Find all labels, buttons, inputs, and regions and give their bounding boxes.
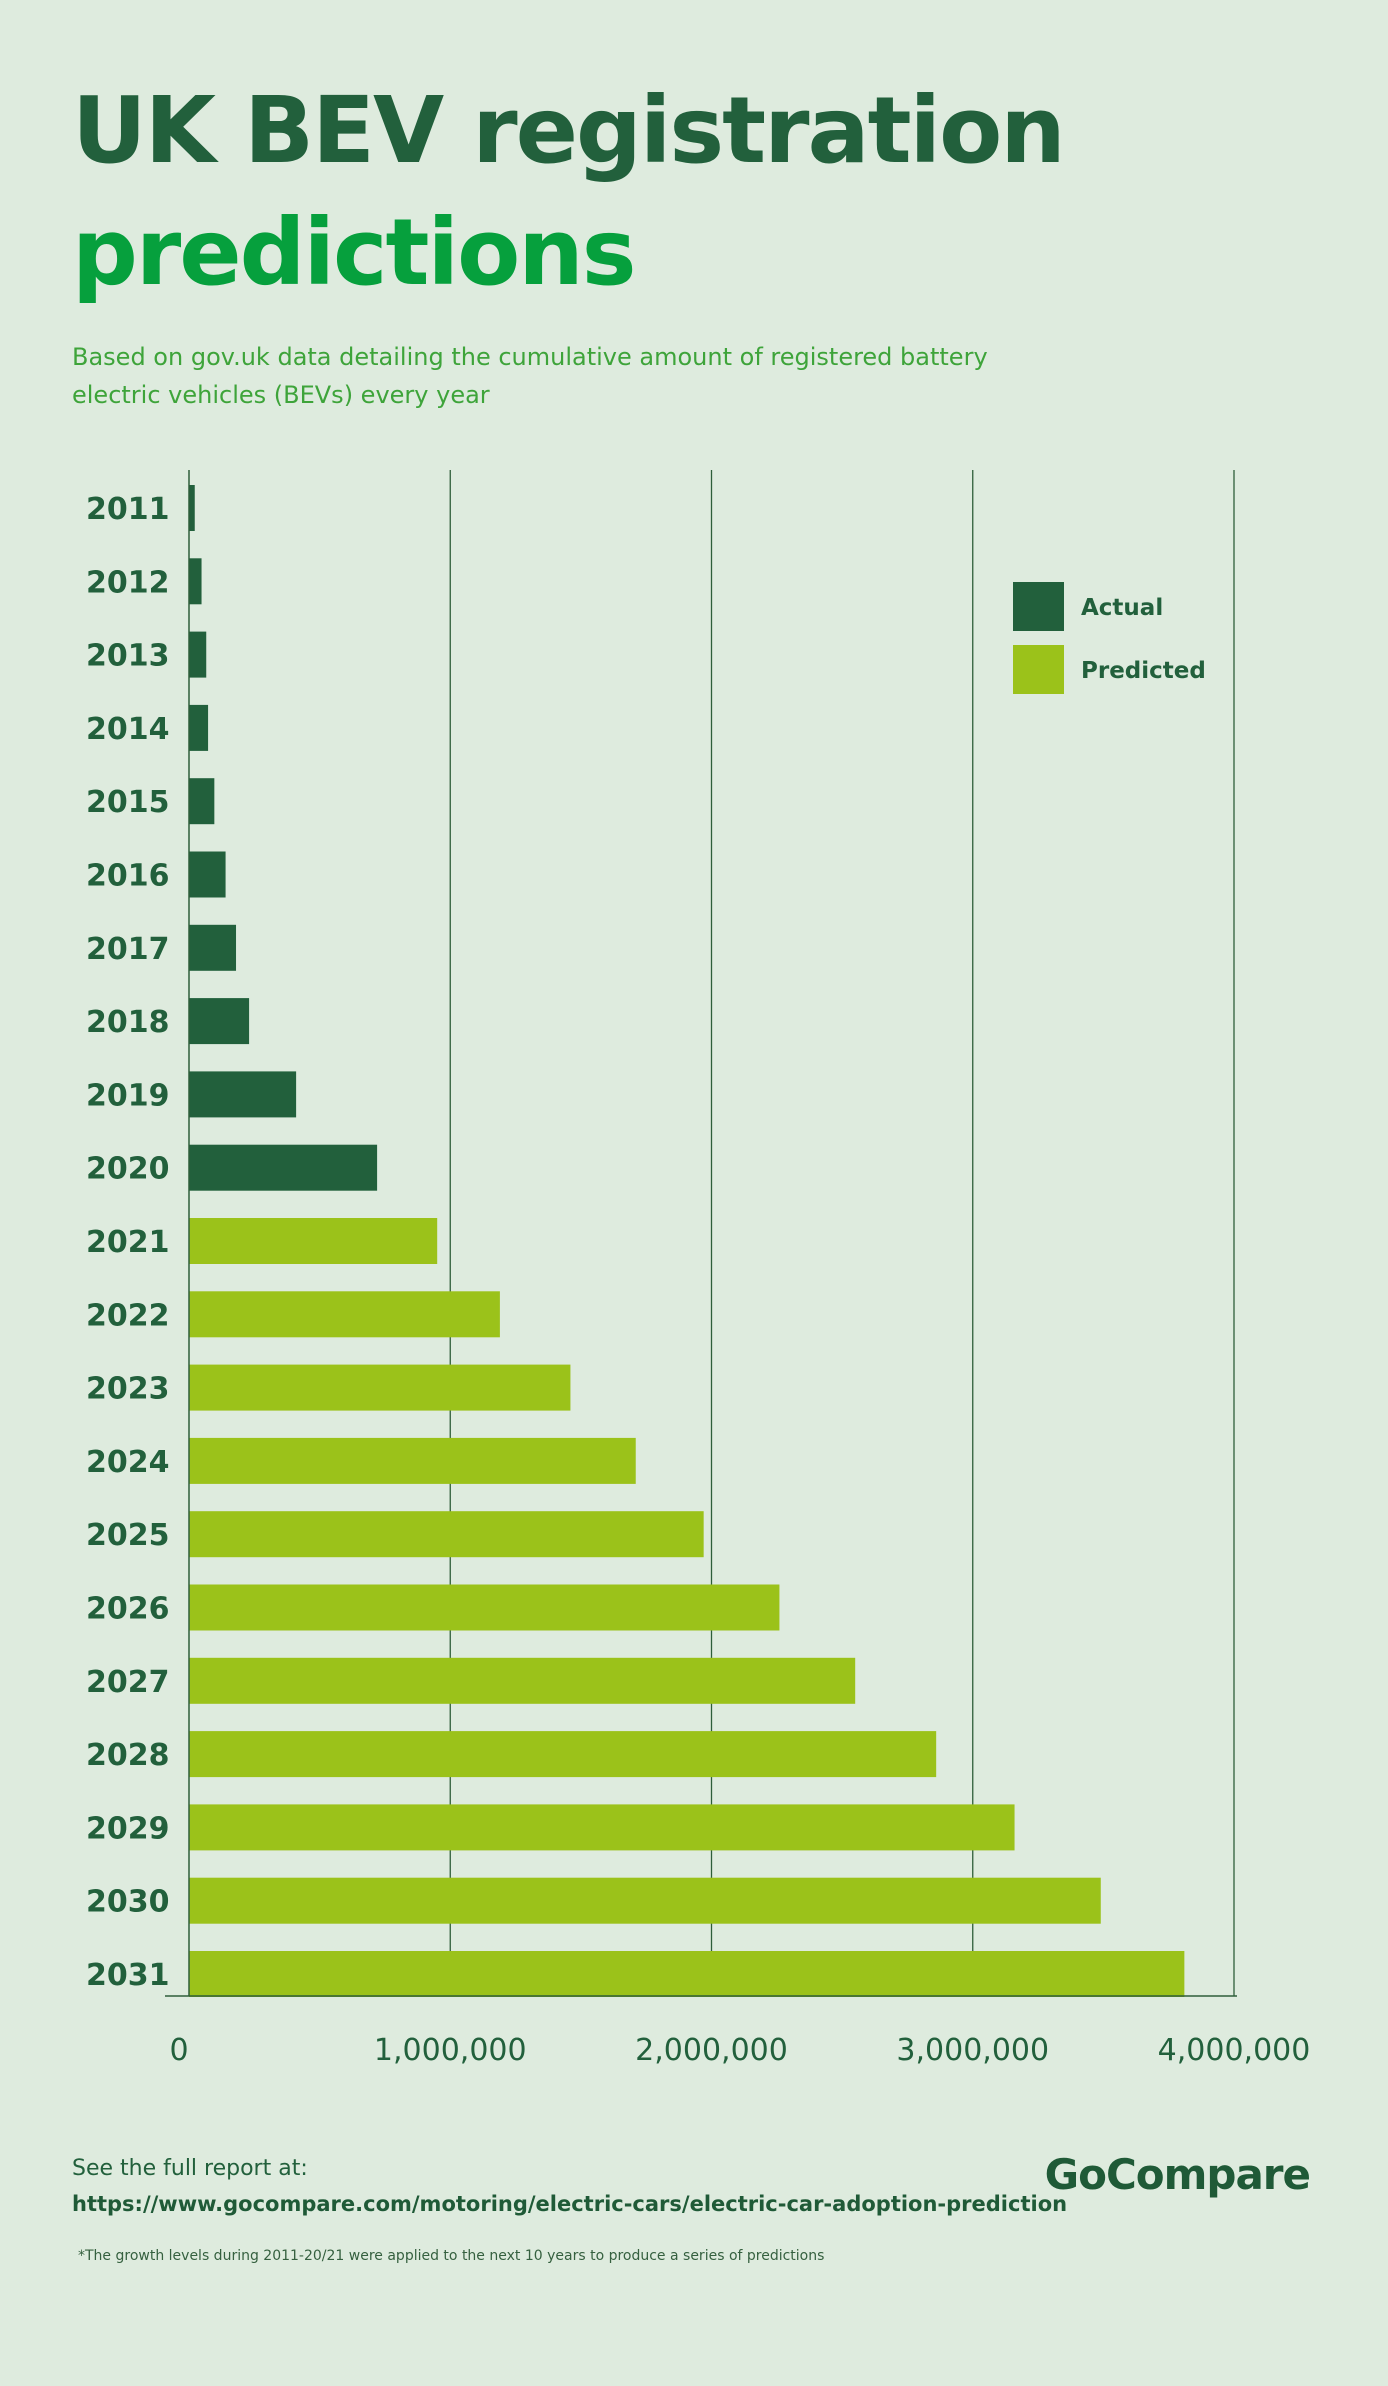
category-label: 2030 xyxy=(86,1885,170,1920)
bar-2018 xyxy=(189,998,250,1045)
category-label: 2014 xyxy=(86,712,170,747)
bar-2020 xyxy=(189,1144,378,1191)
bar-2016 xyxy=(189,851,226,898)
category-label: 2020 xyxy=(86,1152,170,1187)
bar-2022 xyxy=(189,1291,500,1338)
footnote: *The growth levels during 2011-20/21 wer… xyxy=(78,2248,825,2264)
bar-2027 xyxy=(189,1657,856,1704)
page-title: UK BEV registration predictions xyxy=(72,70,1066,314)
legend-swatch-predicted xyxy=(1013,645,1064,694)
x-tick-label: 2,000,000 xyxy=(635,2033,788,2068)
category-label: 2029 xyxy=(86,1811,170,1846)
category-label: 2025 xyxy=(86,1518,170,1553)
category-label: 2022 xyxy=(86,1298,170,1333)
legend-label: Predicted xyxy=(1081,658,1206,684)
bar-2023 xyxy=(189,1364,571,1411)
category-label: 2031 xyxy=(86,1958,170,1993)
bar-2029 xyxy=(189,1804,1015,1851)
legend-swatch-actual xyxy=(1013,582,1064,631)
category-label: 2024 xyxy=(86,1445,170,1480)
bar-2021 xyxy=(189,1218,438,1264)
x-tick-label: 0 xyxy=(169,2033,188,2068)
bar-2030 xyxy=(189,1877,1101,1924)
bar-2019 xyxy=(189,1071,297,1118)
x-tick-label: 3,000,000 xyxy=(896,2033,1049,2068)
report-link[interactable]: https://www.gocompare.com/motoring/elect… xyxy=(72,2192,1068,2216)
subtitle: Based on gov.uk data detailing the cumul… xyxy=(72,343,988,409)
category-label: 2023 xyxy=(86,1372,170,1407)
category-label: 2021 xyxy=(86,1225,170,1260)
gocompare-logo: GoCompare xyxy=(1044,2150,1311,2199)
category-label: 2027 xyxy=(86,1665,170,1700)
report-label: See the full report at: xyxy=(72,2156,308,2181)
category-label: 2012 xyxy=(86,565,170,600)
category-label: 2017 xyxy=(86,932,170,967)
bar-2025 xyxy=(189,1511,704,1558)
bar-2011 xyxy=(189,485,195,531)
title-line-1: UK BEV registration xyxy=(72,77,1066,184)
x-tick-label: 1,000,000 xyxy=(374,2033,527,2068)
bar-2014 xyxy=(189,704,209,751)
bar-2024 xyxy=(189,1437,636,1484)
bar-2026 xyxy=(189,1584,780,1631)
title-line-2: predictions xyxy=(72,199,637,306)
category-label: 2018 xyxy=(86,1005,170,1040)
category-label: 2013 xyxy=(86,639,170,674)
category-label: 2015 xyxy=(86,785,170,820)
bar-2031 xyxy=(189,1951,1185,1997)
category-label: 2016 xyxy=(86,859,170,894)
bar-chart: 2011 2012 2013 2014 2015 2016 2017 2018 2019 2020… xyxy=(86,470,1311,2068)
bar-2012 xyxy=(189,558,202,605)
bar-2015 xyxy=(189,778,215,825)
category-label: 2026 xyxy=(86,1592,170,1627)
bar-2013 xyxy=(189,631,207,678)
category-label: 2028 xyxy=(86,1738,170,1773)
legend-label: Actual xyxy=(1081,595,1163,621)
bar-2017 xyxy=(189,924,237,971)
category-label: 2019 xyxy=(86,1078,170,1113)
category-label: 2011 xyxy=(86,492,170,527)
x-tick-label: 4,000,000 xyxy=(1158,2033,1311,2068)
bar-2028 xyxy=(189,1731,937,1778)
